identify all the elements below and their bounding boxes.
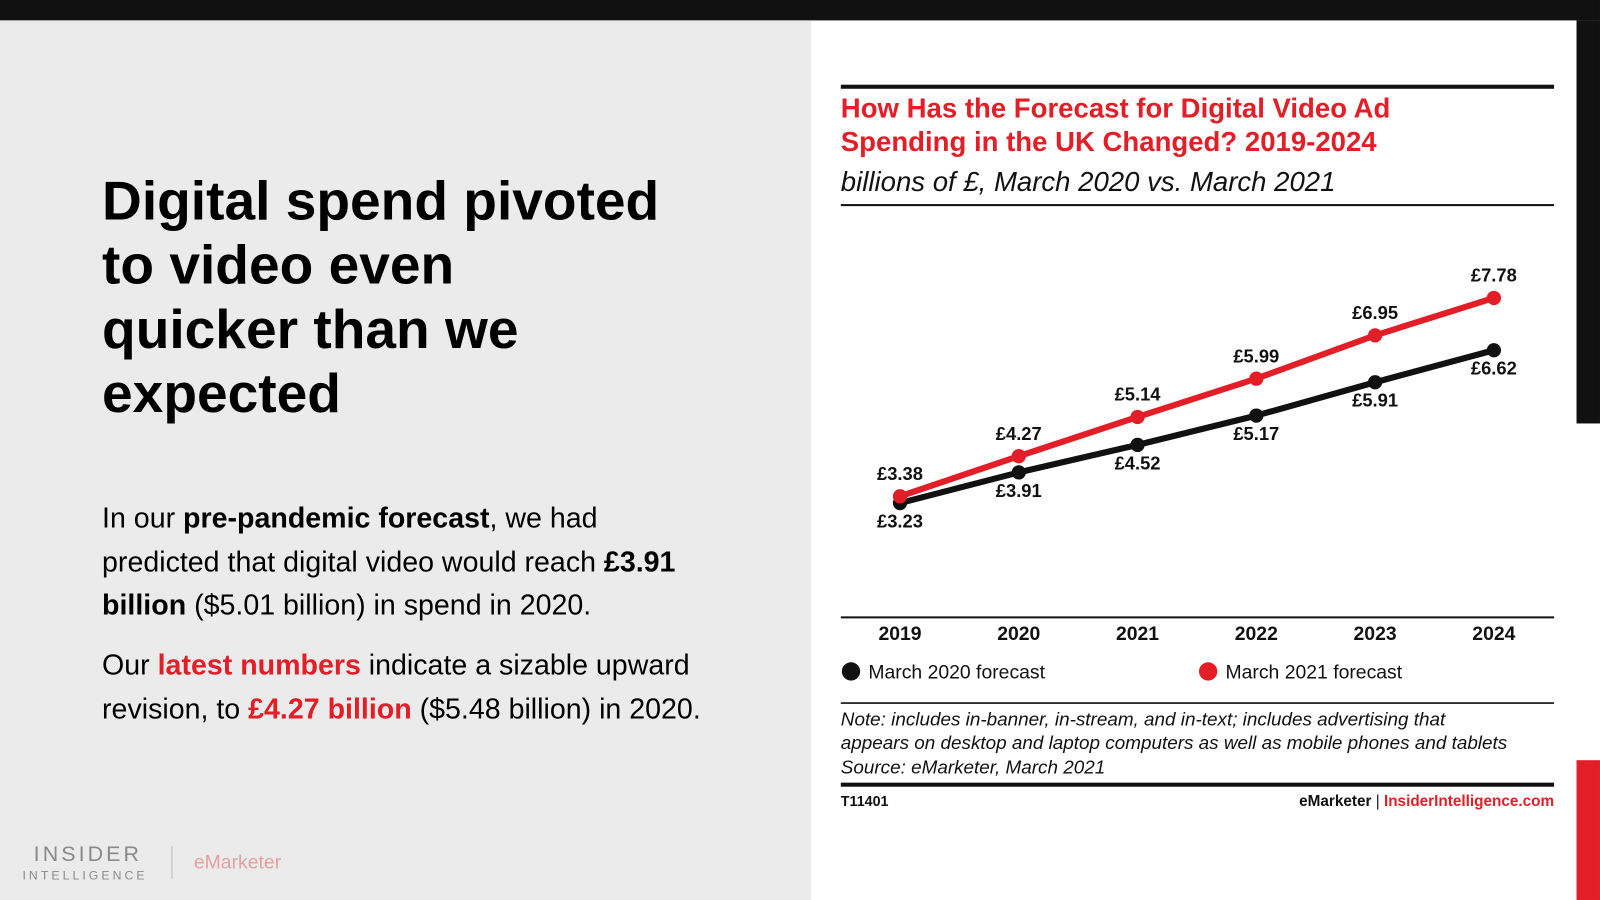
x-tick-label: 2019 (878, 623, 921, 645)
headline: Digital spend pivoted to video even quicke… (102, 169, 659, 426)
legend-marker (1198, 662, 1218, 681)
x-tick-label: 2020 (997, 623, 1040, 645)
side-bar (1576, 20, 1600, 424)
rule (840, 782, 1555, 787)
legend-label: March 2020 forecast (868, 662, 1045, 684)
text-run: Our (102, 648, 158, 681)
data-point (1367, 328, 1383, 343)
credit-link: InsiderIntelligence.com (1383, 792, 1555, 811)
logo-divider (171, 845, 173, 879)
headline-line: Digital spend pivoted (102, 170, 660, 232)
data-label: £4.27 (996, 423, 1042, 444)
top-bar (0, 0, 1600, 21)
paragraph: In our pre-pandemic forecast, we had pre… (102, 497, 714, 627)
chart-subtitle: billions of £, March 2020 vs. March 2021 (840, 166, 1336, 197)
credit-separator: | (1375, 792, 1380, 811)
data-label: £3.38 (877, 463, 923, 484)
note: Note: includes in-banner, in-stream, and… (840, 708, 1446, 730)
chart-id: T11401 (840, 792, 889, 810)
logo-text: INSIDER (33, 842, 143, 867)
credit-text: eMarketer (1299, 792, 1372, 811)
data-point (892, 489, 908, 504)
x-tick-label: 2024 (1472, 623, 1515, 645)
data-point (1011, 465, 1026, 480)
data-point (1011, 449, 1026, 464)
headline-line: quicker than we (102, 298, 519, 361)
text-run: , we had predicted that digital video wo… (102, 502, 604, 578)
text-run: pre-pandemic forecast (183, 502, 490, 534)
data-label: £3.91 (996, 480, 1042, 501)
source: Source: eMarketer, March 2021 (840, 756, 1106, 778)
data-point (1249, 371, 1264, 386)
text-run: £4.27 billion (248, 692, 412, 724)
headline-line: to video even (102, 234, 455, 296)
x-tick-label: 2022 (1235, 623, 1278, 645)
legend-marker (841, 662, 861, 681)
text-run: latest numbers (157, 648, 361, 681)
paragraph: Our latest numbers indicate a sizable up… (102, 644, 714, 731)
text-run: In our (102, 502, 184, 534)
data-label: £5.17 (1233, 423, 1279, 444)
data-label: £4.52 (1115, 452, 1161, 473)
text-run: £3.91 billion (102, 545, 676, 621)
data-label: £5.14 (1115, 384, 1162, 405)
data-label: £7.78 (1471, 265, 1517, 286)
logo-text: INTELLIGENCE (22, 868, 148, 883)
data-label: £6.95 (1352, 302, 1398, 323)
data-label: £5.99 (1233, 345, 1279, 366)
legend-label: March 2021 forecast (1226, 662, 1403, 684)
chart-title: How Has the Forecast for Digital Video A… (840, 92, 1391, 158)
data-point (1367, 375, 1383, 390)
note: appears on desktop and laptop computers … (840, 731, 1508, 754)
left-panel (0, 20, 812, 900)
text-run: ($5.01 billion) in spend in 2020. (186, 588, 592, 621)
data-label: £6.62 (1471, 358, 1517, 379)
data-label: £5.91 (1352, 390, 1398, 411)
rule (840, 84, 1555, 89)
rule (840, 204, 1555, 207)
data-point (1486, 290, 1502, 306)
headline-line: expected (102, 363, 341, 425)
data-point (1130, 437, 1145, 453)
logo-text: eMarketer (193, 852, 282, 874)
x-tick-label: 2023 (1354, 623, 1397, 645)
data-label: £3.23 (877, 511, 923, 532)
series-line (899, 347, 1495, 507)
side-accent (1576, 760, 1600, 900)
x-tick-label: 2021 (1116, 623, 1159, 645)
text-run: ($5.48 billion) in 2020. (411, 692, 701, 724)
data-point (1249, 408, 1264, 423)
series-line (899, 295, 1495, 500)
data-point (1486, 343, 1502, 358)
data-point (1130, 409, 1145, 425)
text-run: indicate a sizable upward revision, to (102, 648, 690, 724)
credit: eMarketer | InsiderIntelligence.com (1299, 793, 1554, 810)
